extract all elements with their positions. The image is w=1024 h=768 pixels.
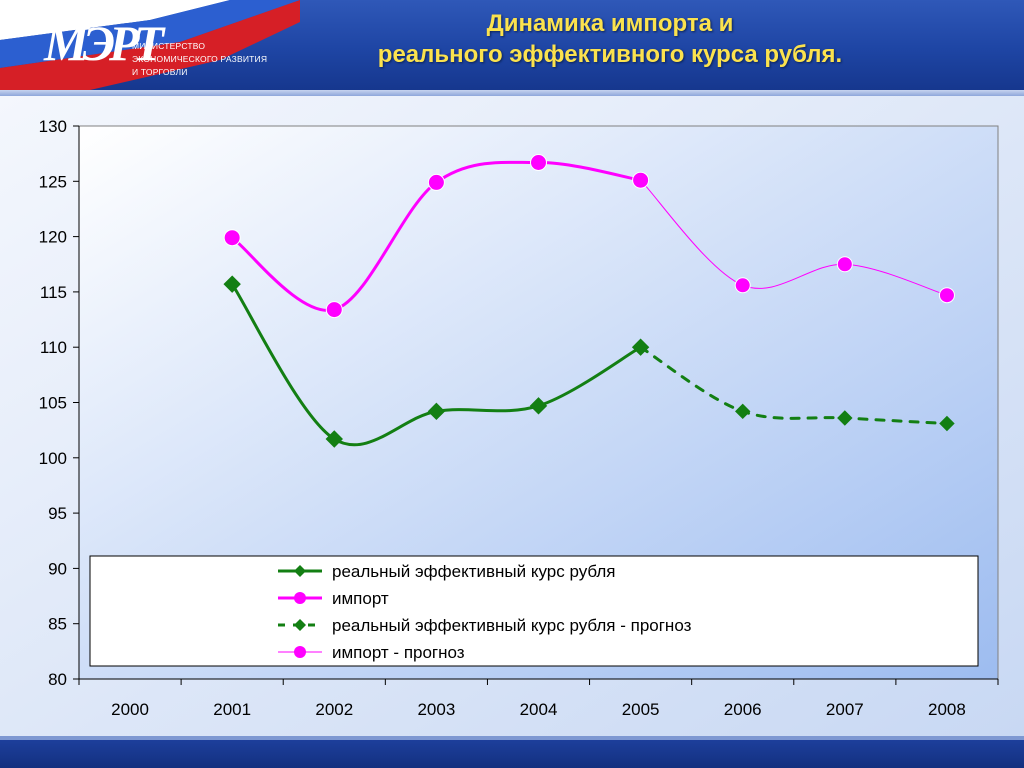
y-tick-label: 115 — [40, 283, 67, 302]
data-point — [837, 410, 853, 426]
legend-box — [89, 555, 979, 667]
series-line — [639, 345, 949, 426]
series-line — [230, 160, 643, 312]
legend-marker — [294, 565, 306, 577]
x-tick-label: 2006 — [724, 700, 762, 719]
data-point — [223, 275, 241, 293]
ministry-line: И ТОРГОВЛИ — [132, 67, 188, 77]
x-tick-label: 2001 — [213, 700, 251, 719]
series-0 — [223, 275, 650, 448]
legend-label: импорт - прогноз — [332, 643, 465, 662]
y-tick-label: 130 — [39, 117, 67, 136]
title-line: реального эффективного курса рубля. — [377, 41, 843, 68]
y-tick-label: 125 — [39, 172, 67, 191]
legend-item: реальный эффективный курс рубля - прогно… — [278, 616, 692, 635]
x-tick-label: 2003 — [417, 700, 455, 719]
x-tick-label: 2002 — [315, 700, 353, 719]
legend-marker — [294, 592, 306, 604]
y-tick-label: 95 — [48, 504, 67, 523]
data-point — [735, 403, 751, 420]
legend-marker — [294, 619, 306, 631]
y-tick-label: 80 — [48, 670, 67, 689]
series-1 — [223, 153, 650, 319]
ministry-name: МИНИСТЕРСТВО ЭКОНОМИЧЕСКОГО РАЗВИТИЯ И Т… — [132, 40, 267, 79]
slide-title: Динамика импорта и реального эффективног… — [300, 8, 920, 70]
y-tick-label: 120 — [39, 228, 67, 247]
slide-header: МЭРТ МИНИСТЕРСТВО ЭКОНОМИЧЕСКОГО РАЗВИТИ… — [0, 0, 1024, 90]
data-point — [734, 277, 751, 294]
slide-footer — [0, 740, 1024, 768]
series-line — [230, 282, 643, 447]
header-divider — [0, 90, 1024, 96]
ministry-logo: МЭРТ — [44, 15, 164, 71]
legend-item: реальный эффективный курс рубля — [278, 562, 616, 581]
legend-item: импорт - прогноз — [278, 643, 465, 662]
x-tick-label: 2005 — [622, 700, 660, 719]
x-tick-label: 2007 — [826, 700, 864, 719]
data-point — [529, 397, 548, 415]
x-tick-label: 2000 — [111, 700, 149, 719]
ministry-line: ЭКОНОМИЧЕСКОГО РАЗВИТИЯ — [132, 54, 268, 64]
x-tick-label: 2008 — [928, 700, 966, 719]
y-tick-label: 105 — [39, 394, 67, 413]
legend-label: реальный эффективный курс рубля — [332, 562, 616, 581]
data-point — [427, 173, 445, 191]
legend-label: реальный эффективный курс рубля - прогно… — [332, 616, 692, 635]
series-line — [640, 179, 948, 296]
footer-divider — [0, 736, 1024, 740]
data-point — [223, 229, 241, 247]
data-point — [939, 415, 955, 432]
data-point — [631, 338, 650, 356]
data-point — [427, 402, 446, 421]
data-point — [325, 301, 343, 319]
title-line: Динамика импорта и — [486, 10, 734, 37]
data-point — [530, 153, 547, 171]
data-point — [836, 256, 853, 273]
russian-flag-icon — [0, 0, 300, 90]
data-point — [938, 287, 955, 304]
legend-item: импорт — [278, 589, 389, 608]
data-point — [325, 430, 343, 448]
line-chart: 80 85 90 95 100 105 110 115 120 125 130 2000 2001 20… — [0, 96, 1024, 740]
data-point — [632, 171, 650, 189]
ministry-line: МИНИСТЕРСТВО — [132, 41, 206, 51]
y-tick-label: 90 — [48, 559, 67, 578]
legend-label: импорт — [332, 589, 389, 608]
y-tick-label: 85 — [48, 615, 67, 634]
legend-marker — [294, 646, 306, 658]
x-tick-label: 2004 — [520, 700, 558, 719]
y-tick-label: 110 — [40, 338, 67, 357]
y-tick-label: 100 — [39, 449, 67, 468]
